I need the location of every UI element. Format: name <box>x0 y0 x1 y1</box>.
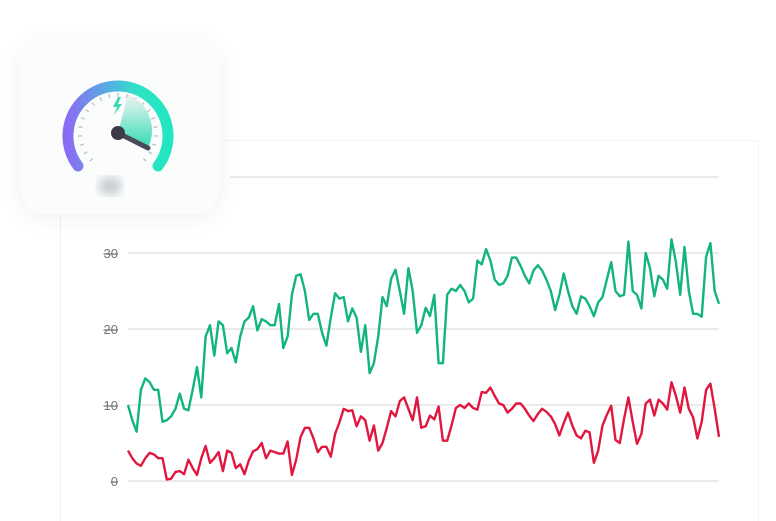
y-tick-label: 20 <box>104 322 118 337</box>
y-tick-label: 10 <box>104 398 118 413</box>
speedometer-icon <box>20 38 220 214</box>
speedometer-card <box>20 38 220 214</box>
y-tick-labels: 0 10 20 30 <box>104 246 118 489</box>
series-lines <box>128 239 719 479</box>
y-tick-label: 30 <box>104 246 118 261</box>
series-line-1 <box>128 382 719 479</box>
y-tick-label: 0 <box>111 474 118 489</box>
